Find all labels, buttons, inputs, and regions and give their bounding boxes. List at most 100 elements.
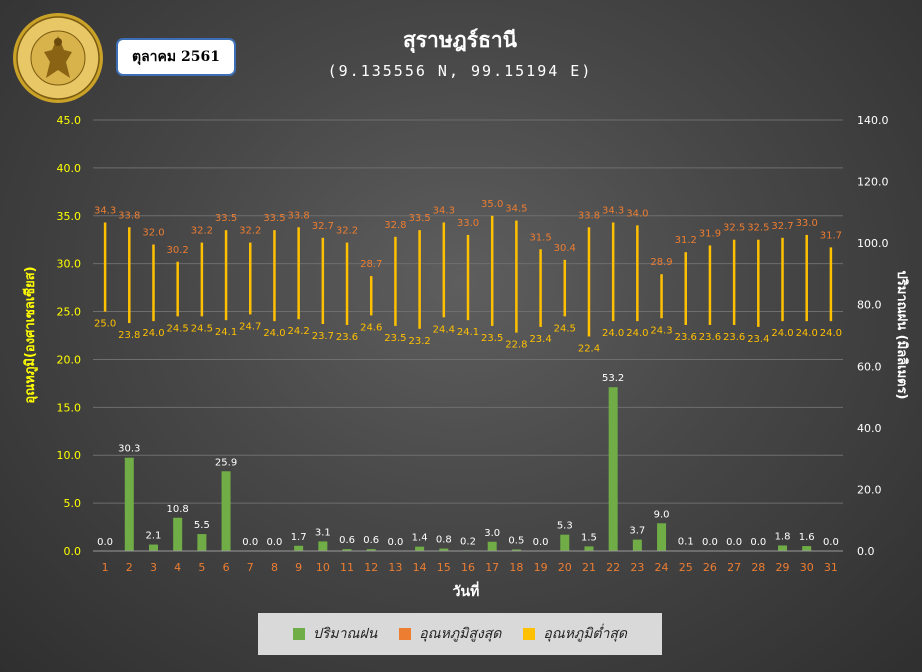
y-left-tick-label: 40.0 [57,162,82,175]
tmax-data-label: 33.8 [118,210,140,221]
rain-bar [778,545,788,551]
legend-label-rain: ปริมาณฝน [312,626,378,642]
x-tick-label: 6 [223,561,230,574]
temperature-range-bar [369,276,373,316]
tmin-data-label: 23.7 [312,331,334,342]
temperature-range-bar [394,236,397,326]
rain-data-label: 1.4 [412,533,428,544]
rain-data-label: 1.5 [581,532,597,543]
rain-bar [173,517,183,551]
tmin-data-label: 24.0 [796,328,818,339]
rain-bar [560,534,570,551]
x-tick-label: 29 [776,561,790,574]
tmin-data-label: 25.0 [94,319,116,330]
tmax-data-label: 31.9 [699,228,721,239]
x-tick-label: 3 [150,561,157,574]
tmin-data-label: 23.6 [675,332,697,343]
tmax-data-label: 33.0 [457,218,479,229]
tmax-data-label: 32.7 [771,221,793,232]
rain-bar [632,539,642,551]
temperature-range-bar [563,259,567,317]
temperature-range-bar [708,245,712,325]
tmax-data-label: 31.2 [675,235,697,246]
temperature-range-bar [249,242,252,315]
tmin-data-label: 24.3 [650,325,672,336]
rain-data-label: 3.0 [484,528,500,539]
x-tick-label: 14 [413,561,427,574]
x-tick-label: 9 [295,561,302,574]
tmin-data-label: 24.0 [142,328,164,339]
temperature-range-bar [200,242,204,317]
tmax-data-label: 32.2 [336,226,358,237]
x-tick-label: 23 [630,561,644,574]
tmax-data-label: 32.2 [239,226,261,237]
temperature-range-bar [103,222,107,312]
x-tick-label: 7 [247,561,254,574]
temperature-range-bar [442,222,446,318]
tmin-data-label: 22.4 [578,343,600,354]
tmax-data-label: 34.0 [626,208,648,219]
y-right-tick-label: 100.0 [857,237,889,250]
rain-data-label: 9.0 [654,509,670,520]
rain-data-label: 0.6 [339,535,355,546]
tmin-data-label: 23.5 [384,333,406,344]
rain-data-label: 0.0 [702,537,718,548]
x-tick-label: 12 [364,561,378,574]
tmin-data-label: 23.6 [336,332,358,343]
temperature-range-bars [103,215,833,337]
temperature-range-bar [345,242,349,325]
x-tick-label: 28 [751,561,765,574]
legend-swatch-tmax [399,628,412,640]
x-tick-label: 15 [437,561,451,574]
rain-data-label: 0.1 [678,537,694,548]
temperature-range-bar [466,234,470,321]
y-right-tick-label: 20.0 [857,483,882,496]
y-left-tick-label: 0.0 [64,545,82,558]
rain-data-label: 0.0 [726,537,742,548]
temperature-range-bar [732,239,736,325]
rain-bar [148,544,158,551]
rain-bar [657,523,667,551]
tmin-data-label: 23.6 [723,332,745,343]
rain-data-label: 0.8 [436,535,452,546]
rain-data-label: 0.2 [460,536,476,547]
temperature-range-bar [128,227,131,324]
tmax-data-label: 30.4 [554,243,576,254]
x-tick-label: 16 [461,561,475,574]
y-axis-left-label: อุณหภูมิ(องศาเซลเซียส) [22,266,38,403]
y-left-tick-label: 20.0 [57,353,82,366]
x-tick-label: 18 [509,561,523,574]
tmin-data-label: 24.5 [554,323,576,334]
x-tick-label: 27 [727,561,741,574]
temperature-range-bar [321,237,325,325]
tmax-data-label: 34.3 [94,205,116,216]
temperature-range-bar [515,220,518,333]
tmax-data-label: 33.8 [288,210,310,221]
tmin-data-label: 24.0 [771,328,793,339]
rain-data-label: 53.2 [602,373,624,384]
x-tick-label: 19 [534,561,548,574]
tmax-data-label: 33.5 [263,213,285,224]
tmin-data-label: 24.6 [360,322,382,333]
x-tick-label: 5 [198,561,205,574]
rain-bar [294,545,304,551]
tmin-data-label: 24.1 [457,327,479,338]
temperature-range-bar [273,230,276,322]
tmin-data-label: 23.6 [699,332,721,343]
rain-bar [366,549,376,551]
temperature-range-bar [418,230,421,329]
tmax-data-label: 32.8 [384,220,406,231]
tmin-data-label: 24.7 [239,321,261,332]
rain-data-label: 1.8 [775,531,791,542]
y-left-tick-label: 15.0 [57,401,82,414]
tmax-data-label: 34.5 [505,204,527,215]
tmax-data-label: 32.5 [747,223,769,234]
tmin-data-label: 22.8 [505,340,527,351]
y-left-tick-label: 45.0 [57,114,82,127]
x-tick-label: 2 [126,561,133,574]
temperature-range-bar [684,252,687,325]
rain-data-label: 3.7 [629,526,645,537]
tmax-data-label: 31.7 [820,230,842,241]
